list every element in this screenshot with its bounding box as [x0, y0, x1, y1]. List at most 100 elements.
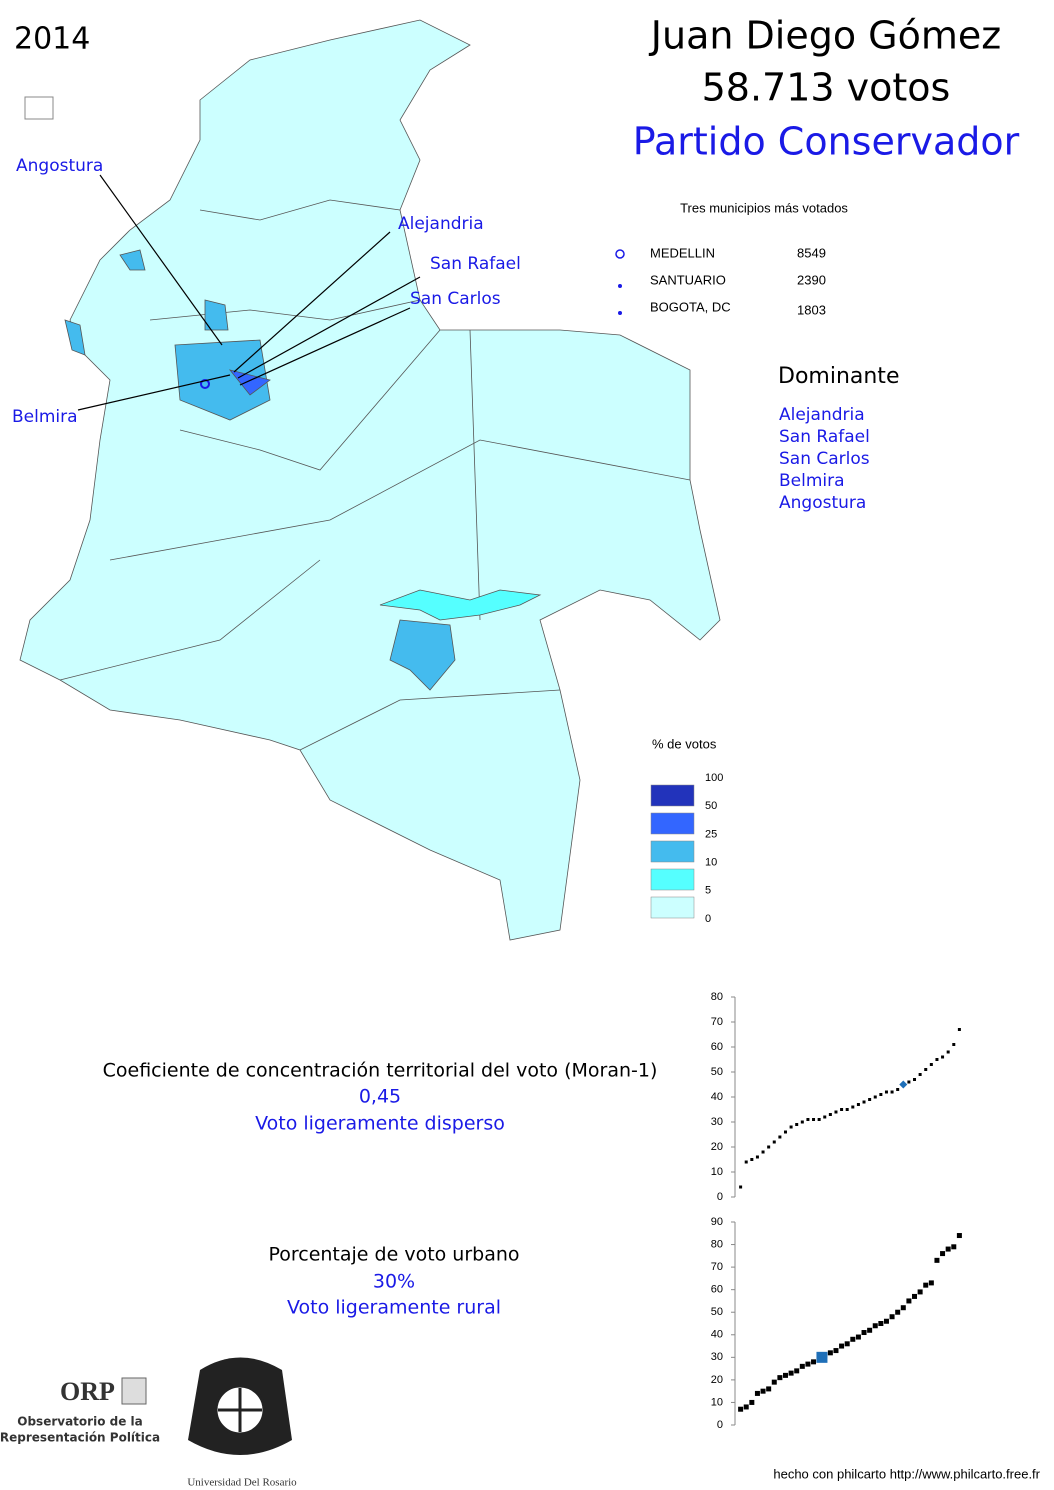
point	[918, 1073, 922, 1076]
urban-title: Porcentaje de voto urbano	[268, 1244, 519, 1266]
region-patch	[379, 589, 542, 621]
point	[812, 1118, 816, 1121]
point	[945, 1246, 951, 1252]
legend-swatch	[650, 840, 695, 863]
dominant-item: Angostura	[779, 493, 866, 513]
point	[883, 1318, 889, 1324]
map-label: Belmira	[12, 407, 78, 427]
point	[878, 1321, 884, 1326]
point	[956, 1233, 962, 1239]
y-tick-label: 60	[711, 1041, 723, 1053]
region-border	[59, 199, 691, 751]
point	[788, 1370, 794, 1376]
point	[940, 1251, 946, 1257]
map-marker	[200, 379, 210, 389]
point	[872, 1323, 878, 1329]
legend-break: 10	[705, 857, 717, 869]
point	[934, 1257, 940, 1263]
moran-title: Coeficiente de concentración territorial…	[103, 1060, 658, 1082]
municipality-name: BOGOTA, DC	[650, 299, 731, 314]
point	[794, 1368, 800, 1374]
point	[890, 1090, 894, 1094]
point	[946, 1050, 950, 1054]
municipality-symbol	[615, 249, 625, 259]
point	[750, 1158, 754, 1161]
votes: 58.713 votos	[702, 66, 951, 110]
y-tick-label: 60	[711, 1284, 723, 1296]
point	[850, 1336, 856, 1342]
point	[867, 1327, 873, 1333]
point	[828, 1113, 832, 1116]
map-label: San Rafael	[430, 254, 521, 274]
top-list: MEDELLIN 8549 SANTUARIO 2390 BOGOTA, DC 1803	[615, 245, 826, 317]
leader-lines	[77, 174, 421, 411]
point	[913, 1078, 917, 1081]
point	[896, 1088, 900, 1091]
leader-line	[237, 276, 421, 379]
charts: 0 10 20 30 40 50 60 70 80 0 10 20 30 40 50 60 70 80 90	[711, 991, 962, 1431]
point	[800, 1120, 804, 1124]
orp-logo: ORP	[60, 1377, 115, 1406]
university-crest	[188, 1357, 292, 1455]
municipality-symbol	[618, 284, 622, 288]
point	[749, 1399, 755, 1405]
legend-swatch	[650, 812, 695, 835]
point	[777, 1375, 783, 1381]
point	[862, 1100, 866, 1104]
urban-verdict: Voto ligeramente rural	[287, 1297, 501, 1319]
legend-break: 0	[705, 913, 711, 925]
legend-break: 100	[705, 772, 723, 784]
dominant-item: Alejandria	[779, 405, 865, 425]
orp-line: Observatorio de la	[17, 1415, 142, 1429]
y-tick-label: 50	[711, 1306, 723, 1318]
point	[823, 1115, 827, 1119]
point	[834, 1110, 838, 1114]
point	[935, 1058, 939, 1061]
leader-line	[99, 174, 223, 346]
point	[928, 1280, 934, 1286]
legend-swatch	[650, 784, 695, 807]
leader-line	[233, 231, 391, 373]
region-patch	[64, 249, 229, 356]
point	[761, 1150, 765, 1154]
y-tick-label: 40	[711, 1329, 723, 1341]
y-tick-label: 0	[717, 1191, 723, 1203]
y-tick-label: 30	[711, 1116, 723, 1128]
point	[856, 1103, 860, 1106]
candidate: Juan Diego Gómez	[649, 14, 1001, 58]
map	[19, 19, 721, 941]
point	[957, 1028, 961, 1031]
year: 2014	[14, 22, 90, 57]
orp-line: Representación Política	[0, 1431, 160, 1445]
point	[744, 1160, 748, 1164]
leader-line	[77, 374, 231, 411]
y-tick-label: 30	[711, 1351, 723, 1363]
point	[951, 1244, 957, 1250]
point	[879, 1093, 883, 1096]
point	[889, 1314, 895, 1320]
dominant-item: Belmira	[779, 471, 845, 491]
point	[844, 1341, 850, 1347]
orp-icon	[121, 1377, 147, 1405]
point	[806, 1118, 810, 1121]
highlight-point	[899, 1080, 908, 1089]
point	[941, 1055, 945, 1059]
y-tick-label: 70	[711, 1261, 723, 1273]
moran-value: 0,45	[359, 1086, 401, 1108]
inset-box	[24, 96, 54, 120]
point	[833, 1348, 839, 1354]
point	[895, 1309, 901, 1315]
point	[766, 1386, 772, 1392]
region-patch	[389, 619, 456, 691]
dominant-item: San Carlos	[779, 449, 870, 469]
point	[855, 1334, 861, 1340]
y-tick-label: 90	[711, 1216, 723, 1228]
point	[789, 1125, 793, 1129]
point	[906, 1298, 912, 1304]
point	[923, 1282, 929, 1288]
y-tick-label: 50	[711, 1066, 723, 1078]
municipality-symbol	[618, 311, 622, 315]
